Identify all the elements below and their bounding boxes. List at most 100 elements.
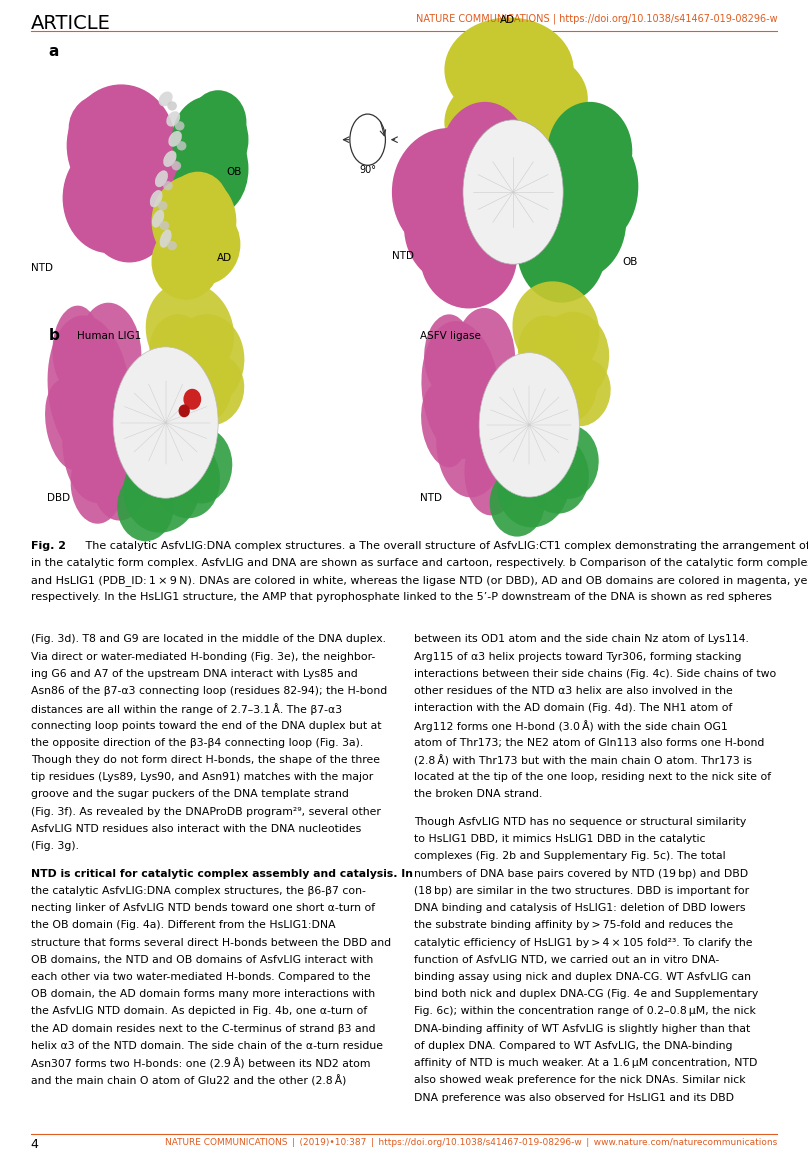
Ellipse shape: [168, 171, 228, 235]
Ellipse shape: [179, 404, 190, 418]
Text: interaction with the AD domain (Fig. 4d). The NH1 atom of: interaction with the AD domain (Fig. 4d)…: [414, 703, 732, 714]
Ellipse shape: [512, 282, 600, 377]
Text: 4: 4: [31, 1138, 39, 1151]
Ellipse shape: [490, 469, 545, 537]
Text: DBD: DBD: [47, 494, 70, 503]
Text: NATURE COMMUNICATIONS | (2019)•10:387 | https://doi.org/10.1038/s41467-019-08296: NATURE COMMUNICATIONS | (2019)•10:387 | …: [165, 1138, 777, 1148]
Text: helix α3 of the NTD domain. The side chain of the α-turn residue: helix α3 of the NTD domain. The side cha…: [31, 1041, 383, 1051]
Text: (Fig. 3f). As revealed by the DNAProDB program²⁹, several other: (Fig. 3f). As revealed by the DNAProDB p…: [31, 807, 381, 817]
Text: atom of Thr173; the NE2 atom of Gln113 also forms one H-bond: atom of Thr173; the NE2 atom of Gln113 a…: [414, 738, 764, 747]
Text: OB domains, the NTD and OB domains of AsfvLIG interact with: OB domains, the NTD and OB domains of As…: [31, 954, 373, 965]
Text: groove and the sugar puckers of the DNA template strand: groove and the sugar puckers of the DNA …: [31, 789, 348, 800]
Ellipse shape: [436, 376, 509, 497]
Text: OB: OB: [622, 257, 638, 267]
Text: and the main chain O atom of Glu22 and the other (2.8 Å): and the main chain O atom of Glu22 and t…: [31, 1076, 346, 1087]
Ellipse shape: [145, 282, 234, 382]
Text: Asn86 of the β7-α3 connecting loop (residues 82-94); the H-bond: Asn86 of the β7-α3 connecting loop (resi…: [31, 686, 387, 696]
Text: the broken DNA strand.: the broken DNA strand.: [414, 789, 542, 800]
Ellipse shape: [155, 170, 168, 187]
Text: Fig. 6c); within the concentration range of 0.2–0.8 μM, the nick: Fig. 6c); within the concentration range…: [414, 1007, 755, 1016]
Ellipse shape: [66, 85, 176, 207]
Ellipse shape: [541, 425, 599, 499]
Ellipse shape: [481, 128, 578, 210]
Text: DNA binding and catalysis of HsLIG1: deletion of DBD lowers: DNA binding and catalysis of HsLIG1: del…: [414, 903, 745, 913]
Ellipse shape: [190, 91, 246, 155]
Ellipse shape: [167, 241, 177, 250]
Ellipse shape: [69, 93, 141, 163]
Text: tip residues (Lys89, Lys90, and Asn91) matches with the major: tip residues (Lys89, Lys90, and Asn91) m…: [31, 772, 373, 782]
Ellipse shape: [166, 112, 180, 127]
Text: ing G6 and A7 of the upstream DNA interact with Lys85 and: ing G6 and A7 of the upstream DNA intera…: [31, 669, 357, 679]
Text: Via direct or water-mediated H-bonding (Fig. 3e), the neighbor-: Via direct or water-mediated H-bonding (…: [31, 652, 375, 661]
Ellipse shape: [517, 198, 606, 303]
Text: each other via two water-mediated H-bonds. Compared to the: each other via two water-mediated H-bond…: [31, 972, 370, 982]
Ellipse shape: [179, 122, 249, 215]
Ellipse shape: [158, 92, 173, 106]
Text: between its OD1 atom and the side chain Nz atom of Lys114.: between its OD1 atom and the side chain …: [414, 634, 748, 645]
Ellipse shape: [462, 50, 588, 149]
Text: Asn307 forms two H-bonds: one (2.9 Å) between its ND2 atom: Asn307 forms two H-bonds: one (2.9 Å) be…: [31, 1058, 370, 1070]
Ellipse shape: [518, 315, 573, 383]
Text: the AD domain resides next to the C-terminus of strand β3 and: the AD domain resides next to the C-term…: [31, 1023, 375, 1034]
Ellipse shape: [553, 359, 611, 426]
Ellipse shape: [168, 130, 182, 147]
Text: AD: AD: [217, 254, 232, 263]
Text: ARTICLE: ARTICLE: [31, 14, 111, 33]
Text: b: b: [48, 328, 59, 343]
Text: also showed weak preference for the nick DNAs. Similar nick: also showed weak preference for the nick…: [414, 1076, 745, 1085]
Ellipse shape: [444, 76, 558, 169]
Ellipse shape: [444, 17, 574, 122]
Ellipse shape: [465, 423, 521, 516]
Text: (Fig. 3g).: (Fig. 3g).: [31, 842, 78, 851]
Text: DNA-binding affinity of WT AsfvLIG is slightly higher than that: DNA-binding affinity of WT AsfvLIG is sl…: [414, 1023, 750, 1034]
Text: respectively. In the HsLIG1 structure, the AMP that pyrophosphate linked to the : respectively. In the HsLIG1 structure, t…: [31, 591, 772, 602]
Ellipse shape: [77, 303, 141, 407]
Text: the opposite direction of the β3-β4 connecting loop (Fig. 3a).: the opposite direction of the β3-β4 conn…: [31, 738, 363, 747]
Ellipse shape: [497, 443, 570, 527]
Text: NTD: NTD: [420, 494, 442, 503]
Ellipse shape: [89, 176, 170, 263]
Ellipse shape: [85, 105, 182, 233]
Text: and HsLIG1 (PDB_ID: 1 × 9 N). DNAs are colored in white, whereas the ligase NTD : and HsLIG1 (PDB_ID: 1 × 9 N). DNAs are c…: [31, 575, 808, 585]
Ellipse shape: [171, 155, 233, 230]
Text: the catalytic AsfvLIG:DNA complex structures, the β6-β7 con-: the catalytic AsfvLIG:DNA complex struct…: [31, 886, 365, 896]
Ellipse shape: [151, 223, 220, 300]
Text: affinity of NTD is much weaker. At a 1.6 μM concentration, NTD: affinity of NTD is much weaker. At a 1.6…: [414, 1058, 757, 1069]
Ellipse shape: [158, 201, 167, 211]
Ellipse shape: [62, 370, 140, 503]
Text: bind both nick and duplex DNA-CG (Fig. 4e and Supplementary: bind both nick and duplex DNA-CG (Fig. 4…: [414, 989, 758, 999]
Ellipse shape: [90, 423, 152, 520]
Circle shape: [463, 120, 563, 264]
Ellipse shape: [45, 379, 92, 470]
Text: OB: OB: [226, 168, 242, 177]
Ellipse shape: [152, 436, 220, 518]
Ellipse shape: [529, 163, 626, 279]
Text: Human LIG1: Human LIG1: [77, 331, 141, 341]
Text: necting linker of AsfvLIG NTD bends toward one short α-turn of: necting linker of AsfvLIG NTD bends towa…: [31, 903, 375, 913]
Text: the OB domain (Fig. 4a). Different from the HsLIG1:DNA: the OB domain (Fig. 4a). Different from …: [31, 921, 335, 930]
Ellipse shape: [533, 122, 638, 250]
Ellipse shape: [172, 427, 232, 504]
Text: interactions between their side chains (Fig. 4c). Side chains of two: interactions between their side chains (…: [414, 669, 776, 679]
Text: NATURE COMMUNICATIONS | https://doi.org/10.1038/s41467-019-08296-w: NATURE COMMUNICATIONS | https://doi.org/…: [415, 14, 777, 24]
Ellipse shape: [70, 442, 124, 524]
Ellipse shape: [117, 471, 174, 541]
Text: structure that forms several direct H-bonds between the DBD and: structure that forms several direct H-bo…: [31, 937, 391, 947]
Text: connecting loop points toward the end of the DNA duplex but at: connecting loop points toward the end of…: [31, 721, 381, 731]
Text: binding assay using nick and duplex DNA-CG. WT AsfvLIG can: binding assay using nick and duplex DNA-…: [414, 972, 751, 982]
Text: Though AsfvLIG NTD has no sequence or structural similarity: Though AsfvLIG NTD has no sequence or st…: [414, 817, 746, 826]
Text: OB domain, the AD domain forms many more interactions with: OB domain, the AD domain forms many more…: [31, 989, 375, 999]
Ellipse shape: [164, 343, 232, 425]
Text: AD: AD: [500, 15, 515, 24]
Text: the substrate binding affinity by > 75-fold and reduces the: the substrate binding affinity by > 75-f…: [414, 921, 733, 930]
Ellipse shape: [160, 229, 171, 248]
Ellipse shape: [152, 175, 236, 268]
Ellipse shape: [422, 321, 499, 459]
Ellipse shape: [172, 97, 249, 184]
Text: Arg112 forms one H-bond (3.0 Å) with the side chain OG1: Arg112 forms one H-bond (3.0 Å) with the…: [414, 721, 727, 732]
Ellipse shape: [392, 128, 505, 256]
Ellipse shape: [171, 161, 181, 170]
Text: The catalytic AsfvLIG:DNA complex structures. a The overall structure of AsfvLIG: The catalytic AsfvLIG:DNA complex struct…: [82, 541, 808, 552]
Ellipse shape: [160, 221, 170, 230]
Text: NTD is critical for catalytic complex assembly and catalysis. In: NTD is critical for catalytic complex as…: [31, 868, 413, 879]
